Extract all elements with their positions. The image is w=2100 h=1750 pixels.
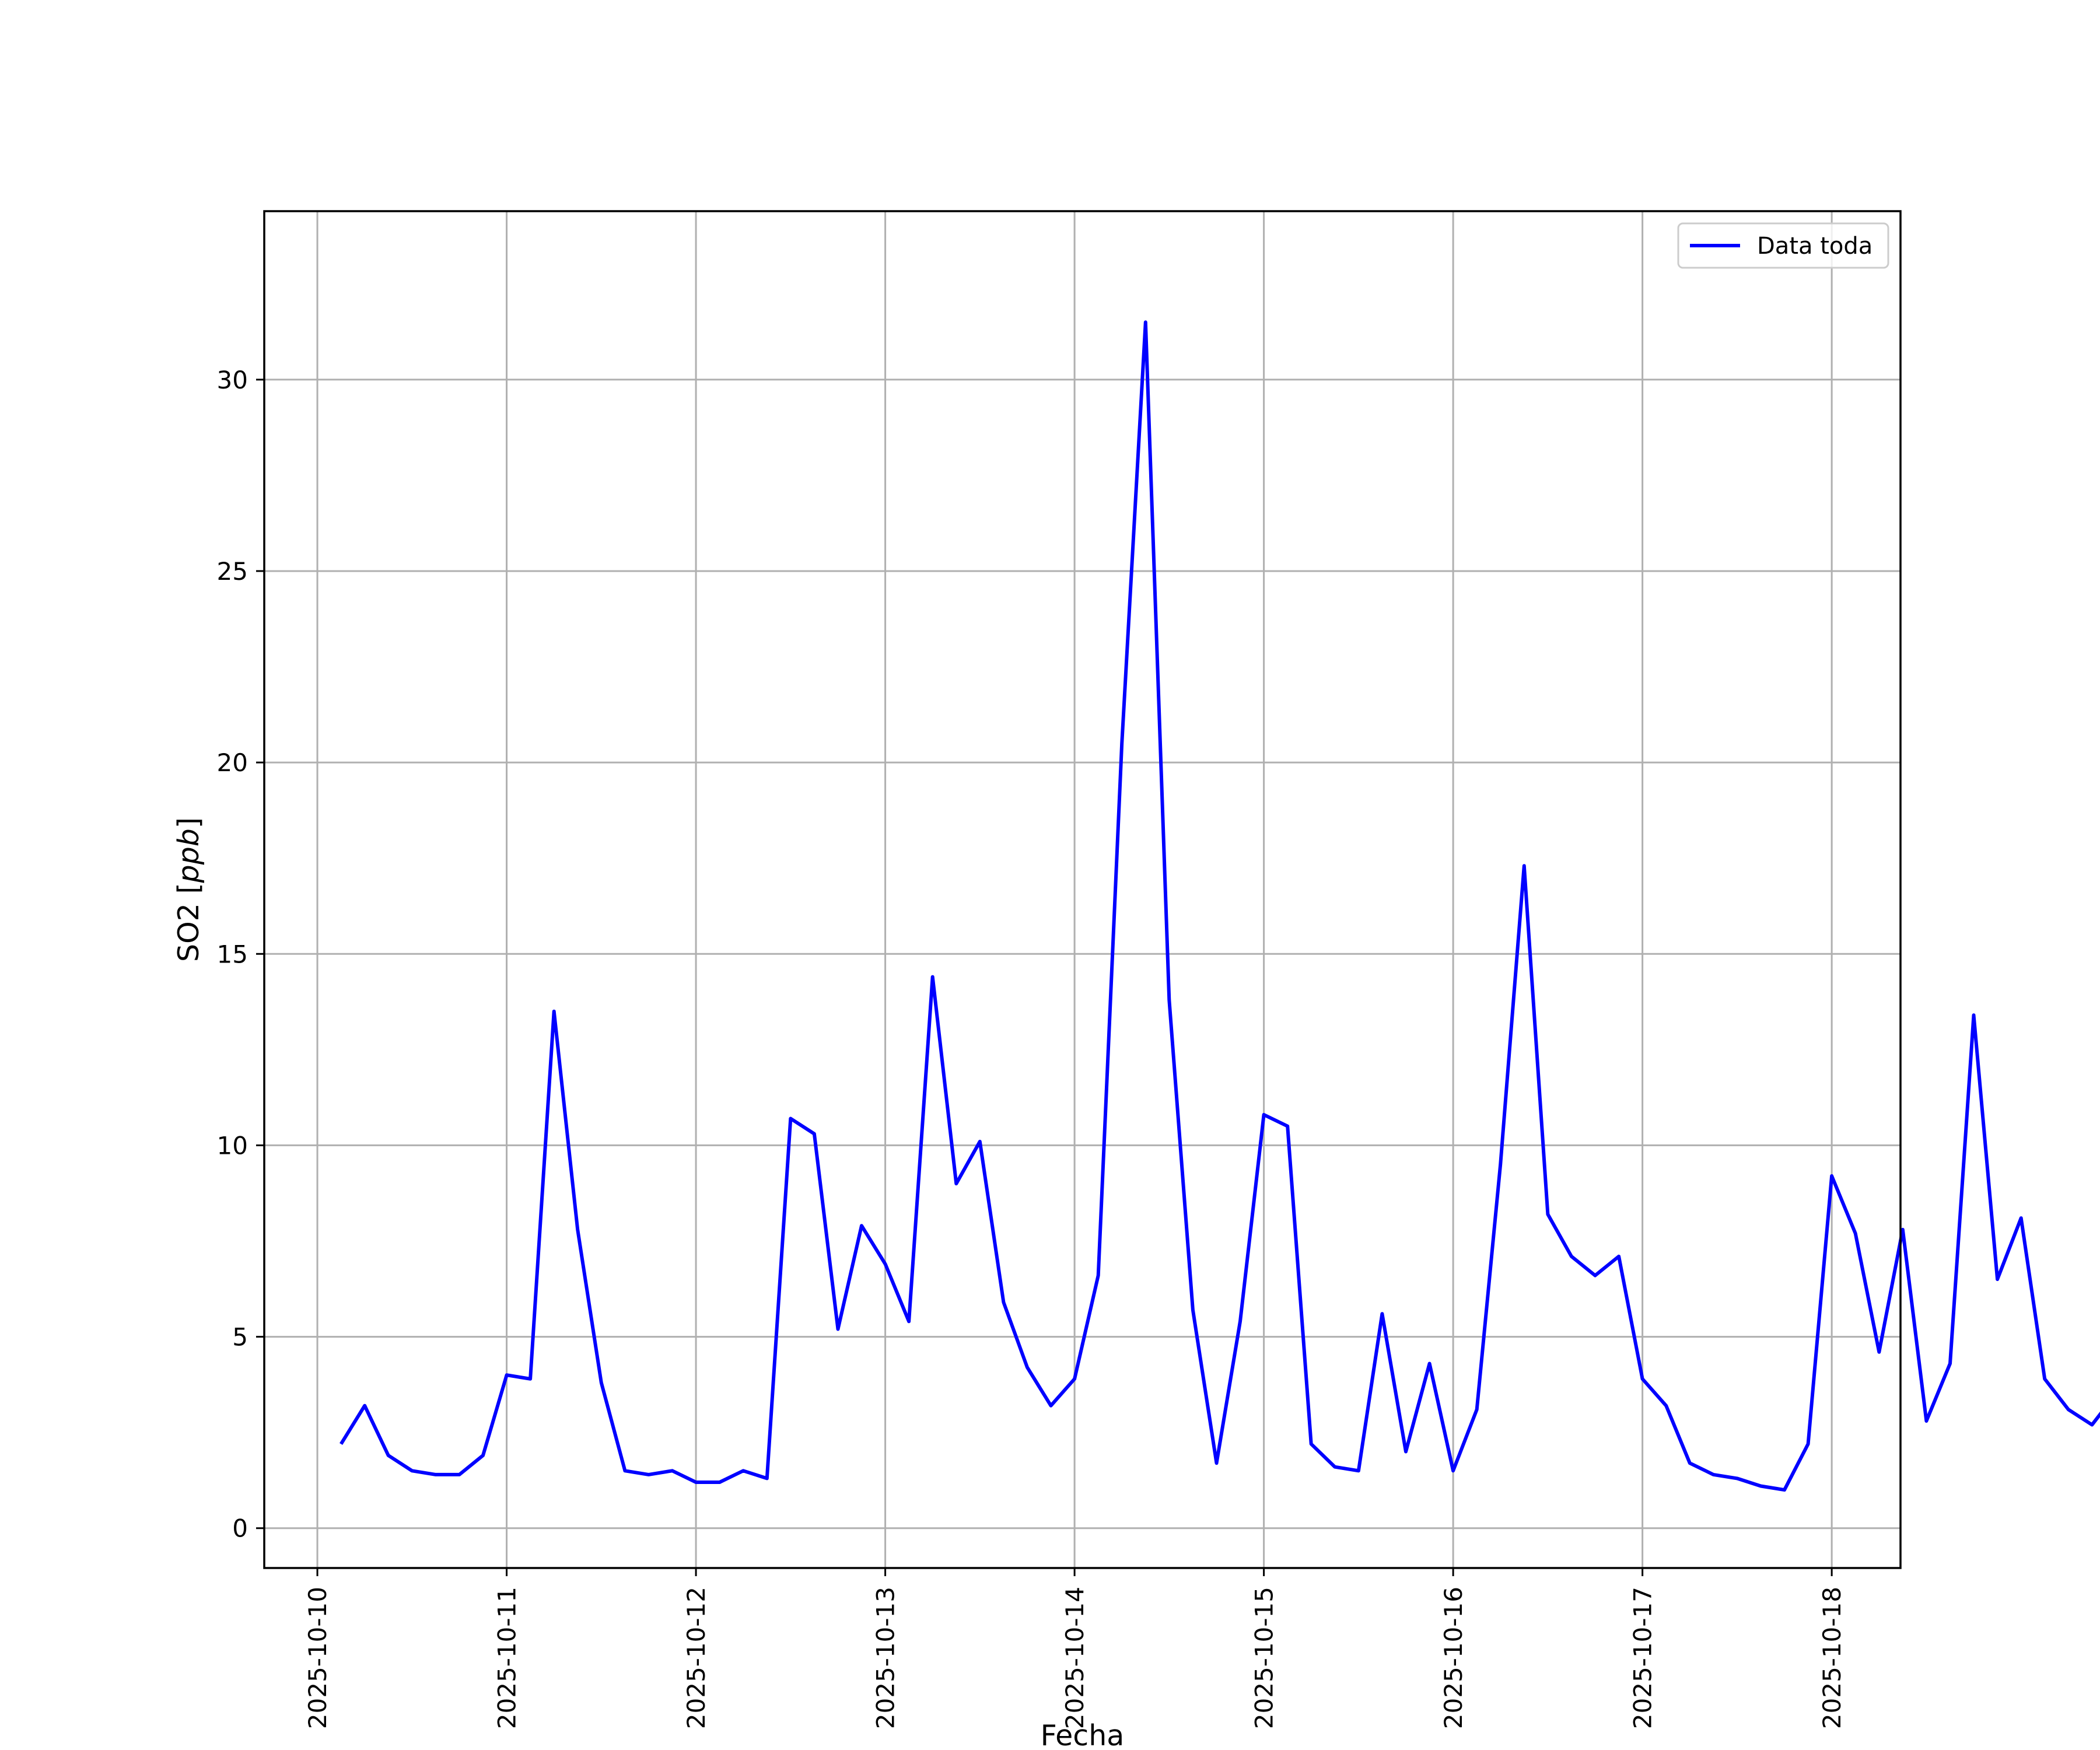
x-tick-label: 2025-10-13 <box>872 1587 900 1729</box>
x-tick-label: 2025-10-18 <box>1818 1587 1846 1729</box>
plot-frame <box>263 210 1902 1569</box>
x-tick-label: 2025-10-17 <box>1629 1587 1657 1729</box>
legend-label-data-toda: Data toda <box>1757 233 1873 260</box>
y-tick-label: 10 <box>217 1131 248 1160</box>
y-tick-label: 5 <box>232 1323 248 1352</box>
x-tick-label: 2025-10-11 <box>493 1587 522 1729</box>
grid <box>264 211 1901 1568</box>
x-tick-label: 2025-10-12 <box>682 1587 710 1729</box>
y-axis-ticks: 0 5 10 15 20 25 30 <box>217 366 264 1543</box>
x-axis-ticks: 2025-10-10 2025-10-11 2025-10-12 2025-10-13… <box>303 1568 1846 1729</box>
plot-series <box>340 320 2100 1492</box>
x-axis-label: Fecha <box>1041 1719 1125 1750</box>
y-tick-label: 25 <box>217 557 248 586</box>
legend: Data toda <box>1677 222 1889 269</box>
y-axis-label: SO2 [ppb] <box>172 817 205 962</box>
y-tick-label: 15 <box>217 940 248 968</box>
y-axis-label-suffix: ] <box>172 817 205 828</box>
x-tick-label: 2025-10-15 <box>1250 1587 1279 1729</box>
x-tick-label: 2025-10-14 <box>1060 1587 1089 1729</box>
x-tick-label: 2025-10-16 <box>1439 1587 1468 1729</box>
y-axis-label-unit: ppb <box>172 828 205 883</box>
x-tick-label: 2025-10-10 <box>303 1587 332 1729</box>
legend-box <box>1677 222 1889 269</box>
y-tick-label: 0 <box>232 1514 248 1543</box>
y-axis-label-prefix: SO2 [ <box>172 883 205 962</box>
y-tick-label: 30 <box>217 366 248 394</box>
series-line-data-toda <box>340 320 2100 1492</box>
y-tick-label: 20 <box>217 748 248 777</box>
